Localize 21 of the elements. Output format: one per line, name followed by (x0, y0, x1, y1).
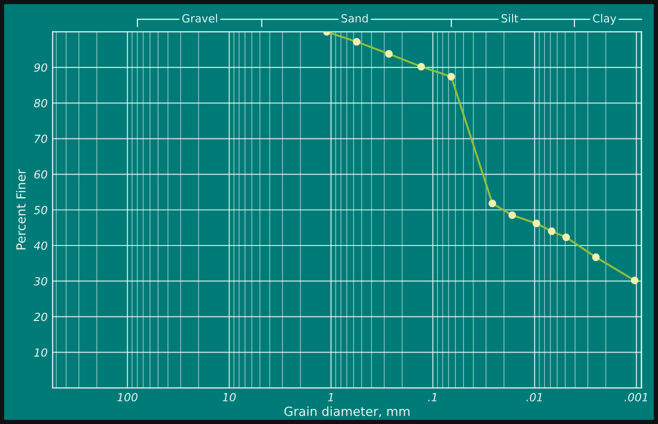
text: Silt (502, 14, 518, 23)
x-tick-label: 10 (222, 393, 236, 402)
x-tick-label: .01 (526, 393, 542, 402)
y-tick-label: 10 (34, 348, 48, 357)
y-tick-label: 40 (34, 241, 48, 250)
y-tick-label: 20 (34, 312, 48, 322)
x-tick-label: 100 (117, 393, 138, 402)
y-tick-label: 80 (34, 99, 48, 108)
text: Sand (342, 14, 368, 23)
y-tick-label: 50 (34, 206, 48, 214)
x-axis-title: Grain diameter, mm (284, 406, 410, 418)
text: Clay (592, 14, 616, 25)
x-tick-label: .001 (624, 393, 648, 402)
y-tick-label: 60 (34, 170, 48, 179)
y-tick-label: 70 (34, 134, 48, 144)
y-tick-label: 30 (34, 277, 48, 286)
y-axis-title: Percent Finer (16, 169, 26, 250)
y-tick-label: 90 (34, 63, 48, 72)
x-tick-label: 1 (328, 393, 333, 402)
x-tick-label: .1 (428, 393, 436, 402)
text: Gravel (182, 14, 218, 23)
